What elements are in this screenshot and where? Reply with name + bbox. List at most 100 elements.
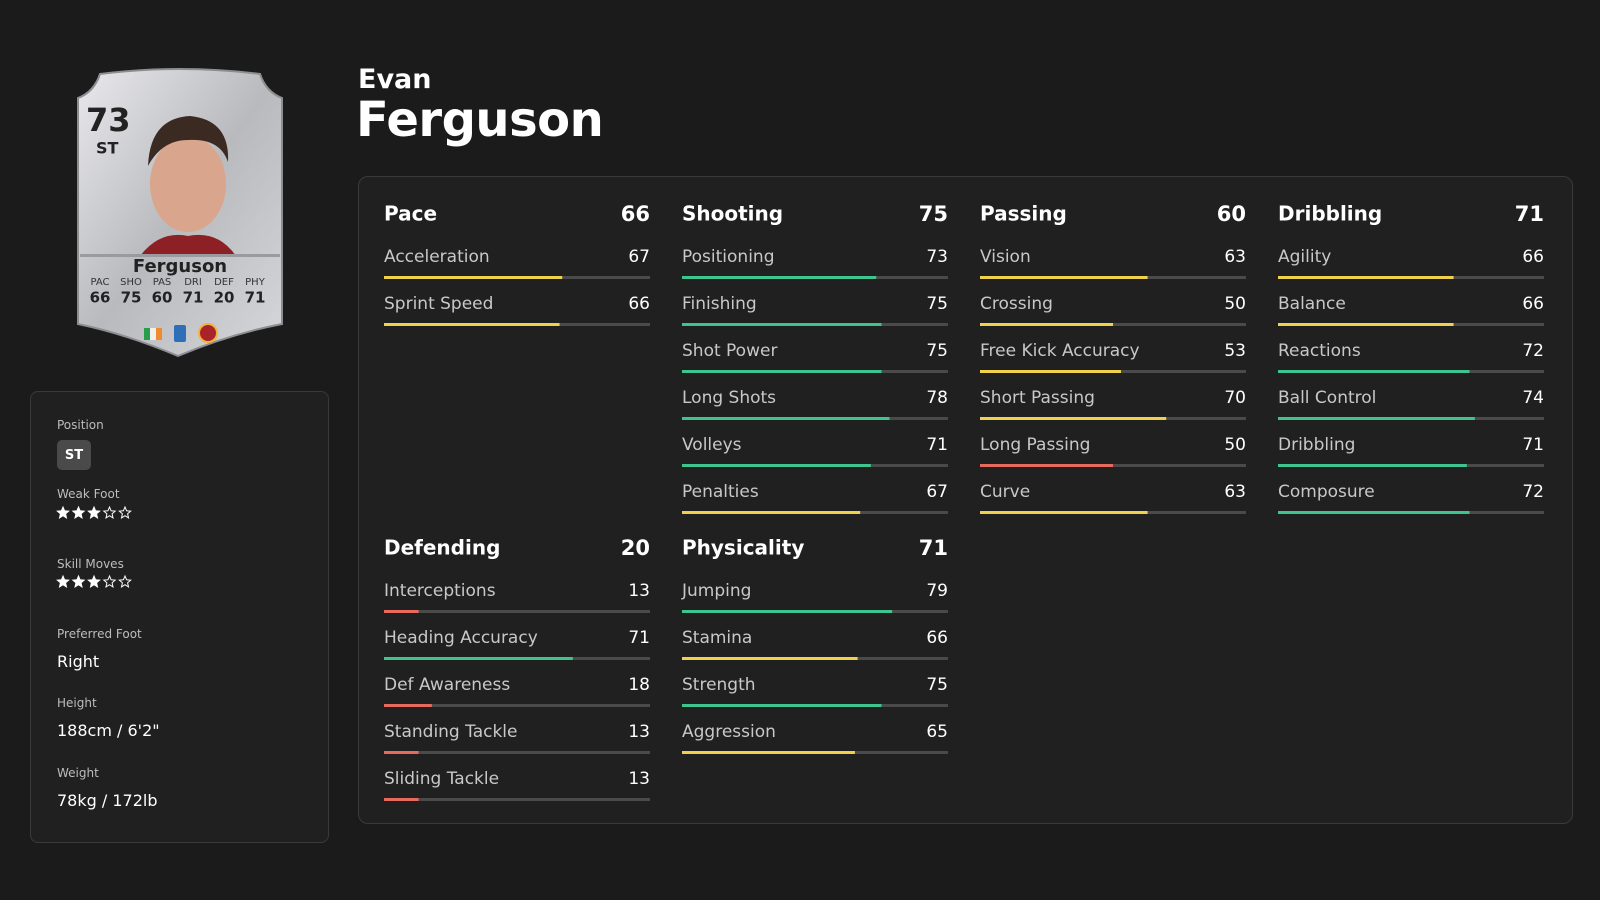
- stat-value: 71: [1522, 435, 1544, 455]
- stat-value: 50: [1224, 435, 1246, 455]
- group-value: 66: [621, 202, 650, 226]
- flag-icon: [156, 328, 162, 340]
- stats-grid: Pace 66 Acceleration 67 Sprint Speed 66 Shooti…: [384, 202, 1544, 801]
- stat-value: 72: [1522, 341, 1544, 361]
- stat-bar: [384, 798, 419, 801]
- card-stat-label: PAC: [90, 277, 109, 288]
- stat-value: 66: [926, 628, 948, 648]
- info-label: Height: [57, 696, 97, 710]
- stat-bar: [980, 464, 1113, 467]
- stat-value: 78: [926, 388, 948, 408]
- card-stat-label: PAS: [153, 277, 172, 288]
- weak-foot-stars: [56, 505, 132, 519]
- group-name: Dribbling: [1278, 202, 1382, 226]
- stat-bar: [1278, 276, 1454, 279]
- info-panel: Position ST Weak Foot Skill Moves Prefer…: [30, 391, 329, 843]
- stat-bar: [1278, 370, 1470, 373]
- stat-name: Penalties: [682, 482, 759, 502]
- group-name: Shooting: [682, 202, 783, 226]
- stat-name: Def Awareness: [384, 675, 510, 695]
- stat-track: [384, 798, 650, 801]
- hair: [148, 116, 229, 166]
- star-filled: [87, 505, 101, 519]
- stat-value: 72: [1522, 482, 1544, 502]
- star-filled: [87, 574, 101, 588]
- stat-name: Balance: [1278, 294, 1346, 314]
- info-label: Position: [57, 418, 104, 432]
- stat-name: Strength: [682, 675, 756, 695]
- divider: [80, 254, 280, 257]
- stat-bar: [682, 323, 882, 326]
- stat-name: Crossing: [980, 294, 1053, 314]
- face: [150, 136, 226, 232]
- group-value: 75: [919, 202, 948, 226]
- card-stat-label: PHY: [245, 277, 266, 288]
- last-name: Ferguson: [356, 92, 604, 148]
- stat-name: Free Kick Accuracy: [980, 341, 1140, 361]
- stat-bar: [682, 704, 882, 707]
- stat-value: 74: [1522, 388, 1544, 408]
- stat-value: 75: [926, 341, 948, 361]
- stat-bar: [980, 276, 1148, 279]
- card-stat-value: 71: [245, 289, 266, 307]
- stat-name: Dribbling: [1278, 435, 1355, 455]
- stats-panel: Pace 66 Acceleration 67 Sprint Speed 66 Shooti…: [358, 176, 1573, 824]
- stat-name: Long Shots: [682, 388, 776, 408]
- stat-bar: [682, 610, 893, 613]
- stat-value: 67: [926, 482, 948, 502]
- info-label: Preferred Foot: [57, 627, 142, 641]
- stat-bar: [682, 276, 877, 279]
- stat-bar: [980, 370, 1121, 373]
- star-filled: [71, 574, 86, 588]
- stat-name: Positioning: [682, 247, 774, 267]
- stat-value: 13: [628, 581, 650, 601]
- stat-track: [384, 610, 650, 613]
- stat-bar: [1278, 464, 1467, 467]
- stat-bar: [980, 511, 1148, 514]
- stat-value: 66: [1522, 294, 1544, 314]
- stat-bar: [1278, 417, 1475, 420]
- stat-value: 65: [926, 722, 948, 742]
- stat-name: Acceleration: [384, 247, 490, 267]
- card-stat-label: DRI: [184, 277, 202, 288]
- stat-value: 70: [1224, 388, 1246, 408]
- group-name: Defending: [384, 536, 500, 560]
- league-icon: [174, 325, 186, 342]
- star-filled: [56, 574, 70, 588]
- stat-value: 63: [1224, 247, 1246, 267]
- card-stat-label: DEF: [214, 277, 234, 288]
- stat-value: 73: [926, 247, 948, 267]
- stat-value: 18: [628, 675, 650, 695]
- stat-bar: [980, 417, 1167, 420]
- card-position: ST: [96, 139, 119, 158]
- card-stat-value: 60: [152, 289, 173, 307]
- stat-value: 75: [926, 294, 948, 314]
- info-value: 188cm / 6'2": [57, 721, 160, 740]
- stat-bar: [384, 751, 419, 754]
- stat-value: 71: [926, 435, 948, 455]
- stat-name: Long Passing: [980, 435, 1090, 455]
- stat-bar: [384, 657, 573, 660]
- stat-name: Interceptions: [384, 581, 496, 601]
- stat-bar: [1278, 323, 1454, 326]
- group-value: 20: [621, 536, 650, 560]
- card-stat-value: 75: [121, 289, 142, 307]
- stat-value: 50: [1224, 294, 1246, 314]
- stat-name: Short Passing: [980, 388, 1095, 408]
- stat-bar: [682, 511, 861, 514]
- stat-name: Composure: [1278, 482, 1375, 502]
- star-filled: [56, 505, 70, 519]
- stat-name: Ball Control: [1278, 388, 1376, 408]
- star-empty: [118, 505, 132, 519]
- stat-value: 79: [926, 581, 948, 601]
- info-label: Weight: [57, 766, 99, 780]
- star-filled: [71, 505, 86, 519]
- shirt: [140, 234, 236, 256]
- stat-bar: [682, 370, 882, 373]
- stat-name: Shot Power: [682, 341, 777, 361]
- info-value: 78kg / 172lb: [57, 791, 158, 810]
- stat-value: 67: [628, 247, 650, 267]
- stat-value: 66: [628, 294, 650, 314]
- flag-icon: [144, 328, 150, 340]
